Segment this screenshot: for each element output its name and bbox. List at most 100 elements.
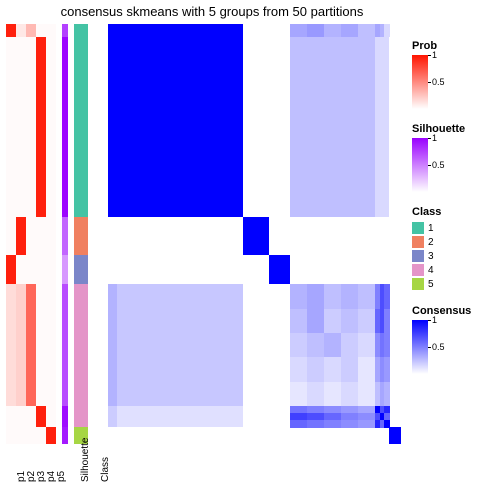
track-cell [6,427,16,444]
track-cell [46,24,56,37]
colorbar: 10.5 [412,138,428,192]
track-cell [62,24,68,37]
track-cell [16,37,26,218]
swatch-label: 3 [428,251,434,262]
track-cell [36,255,46,284]
heatmap-cell [384,309,389,334]
track-p2 [16,24,26,444]
heatmap-block [108,406,117,427]
x-axis-labels: p1p2p3p4p5SilhouetteClass [6,448,401,498]
track-cell [26,217,36,255]
legend-swatch-row: 2 [412,235,500,249]
heatmap-cell [324,357,341,382]
track-cell [36,217,46,255]
heatmap-cell [324,382,341,407]
track-Class [74,24,88,444]
heatmap-cell [307,284,324,309]
heatmap-cell [358,284,375,309]
track-cell [36,427,46,444]
heatmap-block [389,427,401,444]
heatmap-cell [324,284,341,309]
heatmap-cell [290,309,307,334]
colorbar-tick: 1 [432,50,437,60]
track-cell [62,217,68,255]
heatmap-cell [384,24,389,37]
heatmap-cell [358,420,375,428]
legend-title: Consensus [412,305,500,317]
legends: Prob10.5Silhouette10.5Class12345Consensu… [412,40,500,388]
track-cell [46,427,56,444]
colorbar: 10.5 [412,55,428,109]
heatmap-cell [341,420,358,428]
heatmap-cell [384,420,389,428]
colorbar-tick: 1 [432,315,437,325]
heatmap-cell [358,333,375,358]
legend-swatch-row: 4 [412,263,500,277]
heatmap-block [269,255,290,284]
heatmap-cell [290,333,307,358]
track-Silhouette [62,24,68,444]
track-cell [6,37,16,218]
track-cell [36,284,46,406]
legend-consensus: Consensus 10.5 [412,305,500,374]
plot-area [6,24,401,444]
heatmap-cell [307,420,324,428]
heatmap-cell [341,382,358,407]
heatmap-cell [290,357,307,382]
colorbar-tick: 1 [432,133,437,143]
track-cell [26,24,36,37]
swatch [412,250,424,262]
track-cell [74,284,88,406]
track-p3 [26,24,36,444]
heatmap-block [243,217,269,255]
track-cell [46,217,56,255]
heatmap-cell [341,357,358,382]
track-cell [26,427,36,444]
swatch [412,264,424,276]
legend-swatch-row: 1 [412,221,500,235]
legend-swatch-row: 5 [412,277,500,291]
track-cell [6,406,16,427]
xlabel-p5: p5 [56,471,67,482]
track-cell [62,284,68,406]
colorbar-tick: 0.5 [432,77,445,87]
track-p1 [6,24,16,444]
heatmap-cell [307,333,324,358]
heatmap-block [108,24,117,37]
swatch [412,278,424,290]
heatmap-block [108,284,117,406]
heatmap-block [117,37,243,218]
heatmap-cell [324,420,341,428]
heatmap-block [290,37,375,218]
track-cell [26,284,36,406]
heatmap-cell [290,382,307,407]
heatmap-cell [290,420,307,428]
track-cell [6,255,16,284]
heatmap-block [108,37,117,218]
track-cell [74,37,88,218]
heatmap-cell [384,284,389,309]
track-cell [46,284,56,406]
track-cell [62,406,68,427]
heatmap-cell [341,333,358,358]
heatmap-block [117,284,243,406]
swatch [412,236,424,248]
heatmap-cell [324,24,341,37]
legend-silhouette: Silhouette10.5 [412,123,500,192]
track-cell [74,255,88,284]
legend-class: Class 1 2 3 4 5 [412,206,500,291]
swatch-label: 4 [428,265,434,276]
track-cell [16,24,26,37]
track-cell [16,255,26,284]
colorbar: 10.5 [412,320,428,374]
swatch-label: 5 [428,279,434,290]
swatch-label: 2 [428,237,434,248]
heatmap-block [117,406,243,427]
xlabel-Class: Class [100,457,111,482]
heatmap-cell [384,357,389,382]
heatmap-cell [290,284,307,309]
track-cell [46,255,56,284]
legend-title: Class [412,206,500,218]
track-cell [74,24,88,37]
track-cell [16,427,26,444]
